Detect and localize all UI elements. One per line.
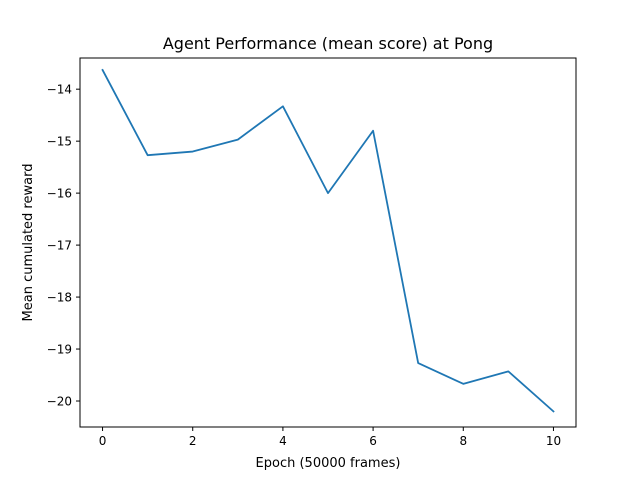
data-point: [102, 69, 104, 71]
x-tick-label: 8: [459, 434, 467, 448]
x-tick-label: 10: [546, 434, 561, 448]
y-axis: −20 −19 −18 −17 −16 −15 −14: [47, 83, 80, 409]
series-line: [101, 68, 555, 413]
x-tick-label: 0: [99, 434, 107, 448]
data-point: [147, 154, 149, 156]
plot-frame: [79, 57, 577, 428]
data-point: [462, 383, 464, 385]
data-point: [417, 362, 419, 364]
x-axis: 0 2 4 6 8 10: [99, 427, 561, 448]
data-point: [282, 105, 284, 107]
y-tick-label: −17: [47, 239, 72, 253]
data-point: [327, 192, 329, 194]
data-point: [237, 139, 239, 141]
y-tick-label: −18: [47, 291, 72, 305]
y-tick-label: −16: [47, 187, 72, 201]
data-point: [372, 130, 374, 132]
plot-area: [80, 58, 576, 427]
y-tick-label: −14: [47, 83, 72, 97]
y-tick-label: −19: [47, 343, 72, 357]
y-axis-label: Mean cumulated reward: [21, 164, 36, 322]
x-tick-label: 2: [189, 434, 197, 448]
data-point: [552, 410, 554, 412]
data-point: [192, 151, 194, 153]
x-axis-label: Epoch (50000 frames): [256, 456, 401, 471]
data-point: [507, 370, 509, 372]
y-tick-label: −20: [47, 395, 72, 409]
x-tick-label: 4: [279, 434, 287, 448]
x-tick-label: 6: [369, 434, 377, 448]
y-tick-label: −15: [47, 135, 72, 149]
plot-background: [80, 58, 576, 427]
chart-title: Agent Performance (mean score) at Pong: [163, 34, 493, 53]
